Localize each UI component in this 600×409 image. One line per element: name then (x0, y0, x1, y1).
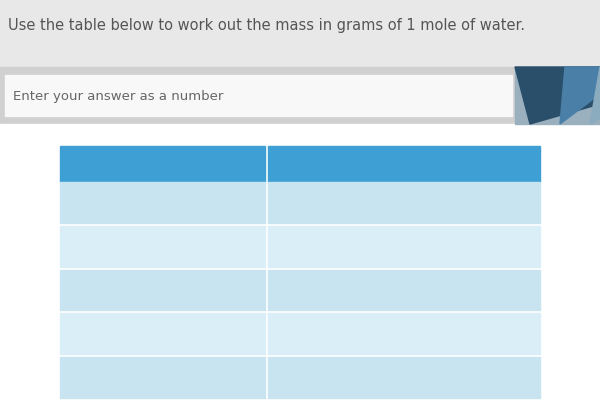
Bar (268, 182, 540, 223)
Text: H: H (158, 196, 167, 209)
Text: Na: Na (154, 328, 172, 340)
Text: Ca: Ca (154, 371, 171, 384)
Text: Use the table below to work out the mass in grams of 1 mole of water.: Use the table below to work out the mass… (8, 18, 525, 33)
Polygon shape (515, 68, 600, 125)
Bar (60, 314, 265, 354)
Bar (268, 270, 540, 311)
Bar (60, 147, 265, 182)
Polygon shape (590, 68, 600, 125)
Text: Element: Element (132, 158, 193, 171)
Bar (0, 125, 600, 409)
Bar (60, 182, 265, 223)
Text: 12: 12 (395, 240, 413, 253)
Bar (268, 314, 540, 354)
Polygon shape (515, 68, 600, 125)
Text: 1: 1 (400, 196, 408, 209)
Bar (60, 270, 265, 311)
Text: 40: 40 (395, 371, 412, 384)
Bar (60, 226, 265, 267)
Text: Enter your answer as a number: Enter your answer as a number (13, 90, 223, 103)
Bar (268, 147, 540, 182)
Text: 16: 16 (395, 284, 412, 297)
Text: O: O (157, 284, 168, 297)
Bar (268, 357, 540, 398)
Bar (5, 76, 512, 117)
Text: C: C (158, 240, 167, 253)
Text: Relative atomic mass (Ar): Relative atomic mass (Ar) (307, 158, 501, 171)
Bar (0, 68, 600, 125)
Polygon shape (560, 68, 600, 125)
Bar (60, 357, 265, 398)
Bar (268, 226, 540, 267)
Bar (0, 0, 600, 68)
Text: 23: 23 (395, 328, 413, 340)
